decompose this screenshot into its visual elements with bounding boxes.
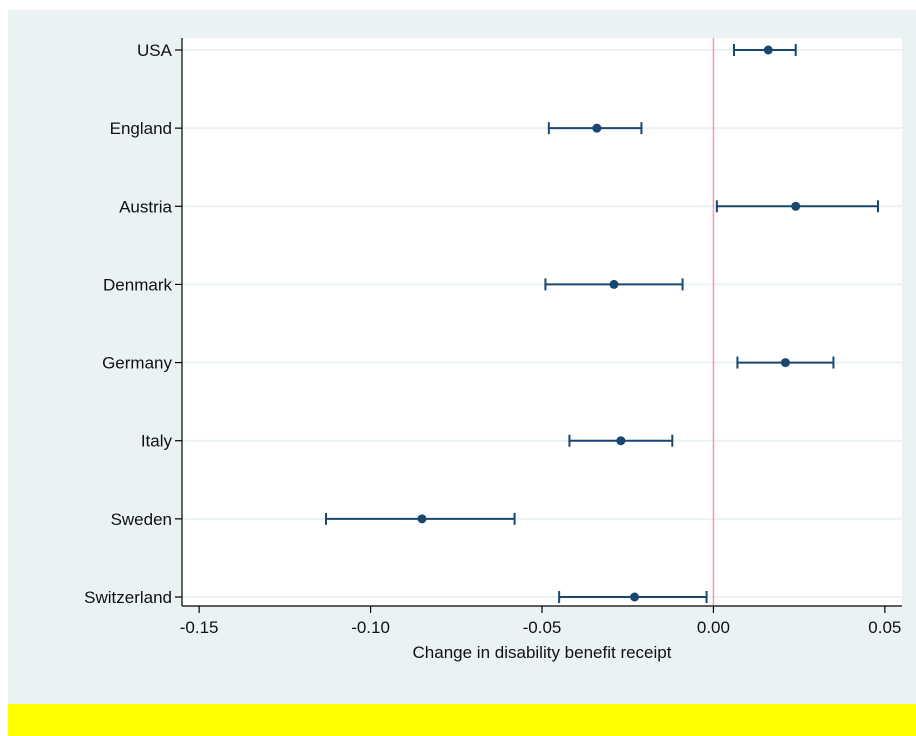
x-tick-label-3: 0.00 (697, 618, 730, 637)
footer-bar (8, 704, 916, 736)
estimate-germany (736, 356, 835, 369)
category-label-switzerland: Switzerland (84, 588, 172, 607)
estimate-switzerland (558, 591, 708, 603)
estimate-denmark (544, 278, 684, 291)
x-axis-ticks: -0.15 -0.10 -0.05 0.00 0.05 (180, 606, 901, 637)
estimate-sweden (325, 512, 516, 525)
category-label-germany: Germany (102, 354, 172, 373)
x-tick-label-0: -0.15 (180, 618, 219, 637)
category-label-denmark: Denmark (103, 275, 172, 294)
point-sweden (417, 514, 427, 524)
category-label-england: England (110, 119, 172, 138)
estimates-with-intervals (325, 44, 879, 603)
estimate-usa (733, 44, 797, 56)
point-italy (616, 436, 626, 446)
estimate-italy (568, 434, 674, 447)
x-axis-title: Change in disability benefit receipt (413, 643, 672, 662)
category-label-usa: USA (137, 41, 173, 60)
point-england (592, 123, 602, 133)
x-tick-label-2: -0.05 (523, 618, 562, 637)
plot-area (182, 38, 902, 606)
y-axis-ticks: USA England Austria Denmark Germany Italy Swed… (84, 41, 182, 607)
category-label-austria: Austria (119, 197, 172, 216)
point-denmark (609, 279, 619, 289)
gridlines (182, 49, 902, 598)
estimate-austria (715, 200, 879, 213)
x-tick-label-4: 0.05 (868, 618, 901, 637)
point-usa (763, 45, 773, 55)
x-tick-label-1: -0.10 (351, 618, 390, 637)
estimate-england (547, 122, 643, 135)
point-austria (791, 201, 801, 211)
category-label-sweden: Sweden (111, 510, 172, 529)
point-switzerland (630, 592, 640, 602)
point-germany (780, 358, 790, 368)
category-label-italy: Italy (141, 432, 173, 451)
